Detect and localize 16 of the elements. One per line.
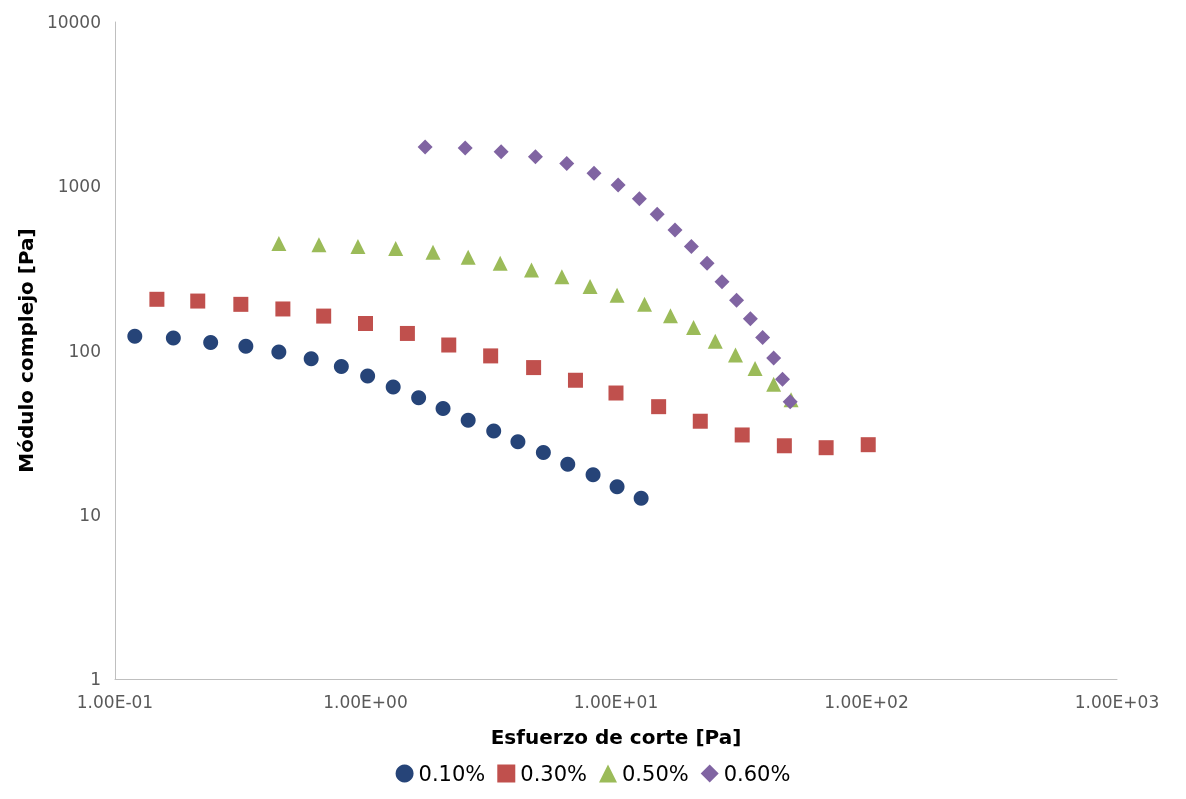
x-tick-label: 1.00E+00 bbox=[323, 691, 408, 712]
x-axis-title: Esfuerzo de corte [Pa] bbox=[490, 725, 742, 749]
legend-label: 0.50% bbox=[622, 761, 689, 786]
y-tick-label: 10 bbox=[79, 504, 101, 525]
y-tick-label: 100 bbox=[68, 340, 101, 361]
legend-label: 0.10% bbox=[418, 761, 486, 786]
y-tick-label: 1 bbox=[90, 669, 101, 689]
y-axis-title: Módulo complejo [Pa] bbox=[14, 228, 38, 473]
y-tick-label: 1000 bbox=[57, 176, 101, 197]
legend-label: 0.60% bbox=[723, 761, 791, 786]
x-tick-label: 1.00E+02 bbox=[824, 691, 909, 712]
x-tick-label: 1.00E+01 bbox=[573, 691, 659, 712]
x-tick-label: 1.00E+03 bbox=[1074, 691, 1160, 712]
x-tick-label: 1.00E-01 bbox=[76, 691, 154, 712]
legend-label: 0.30% bbox=[520, 761, 588, 786]
y-tick-label: 10000 bbox=[46, 12, 101, 32]
